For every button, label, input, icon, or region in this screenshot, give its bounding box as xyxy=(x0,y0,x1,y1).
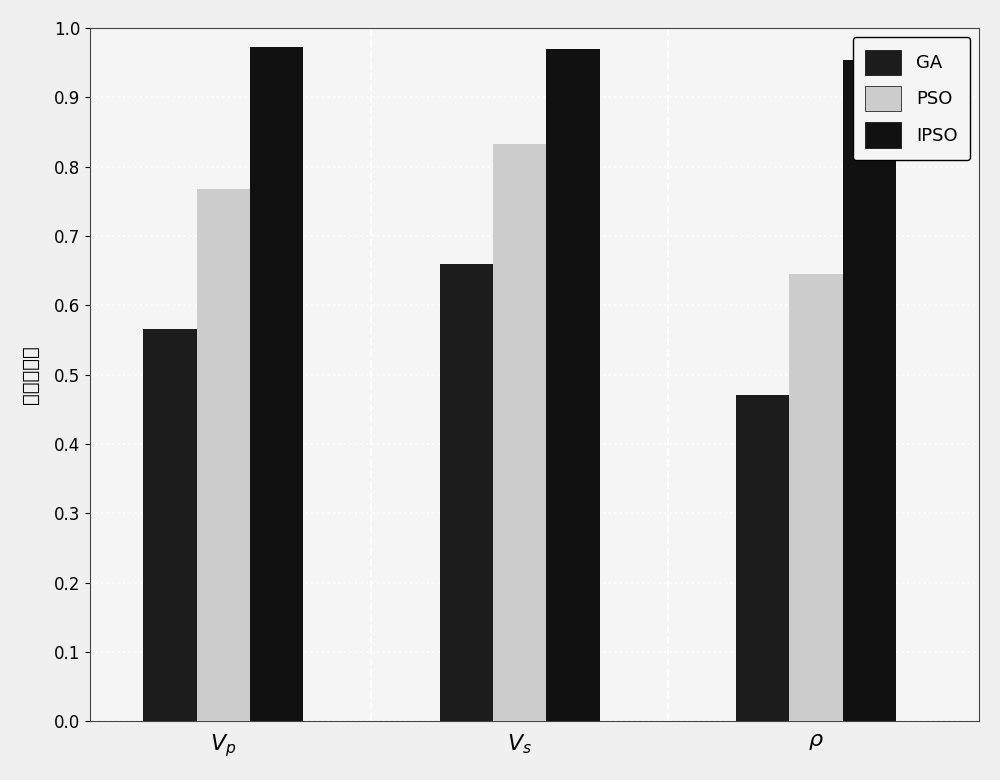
Legend: GA, PSO, IPSO: GA, PSO, IPSO xyxy=(853,37,970,161)
Bar xyxy=(789,274,843,722)
Bar xyxy=(250,48,303,722)
Bar xyxy=(493,144,546,722)
Bar xyxy=(197,189,250,722)
Bar xyxy=(440,264,493,722)
Bar xyxy=(143,329,197,722)
Bar xyxy=(736,395,789,722)
Bar xyxy=(546,48,600,722)
Bar xyxy=(843,60,896,722)
Y-axis label: 相关系数値: 相关系数値 xyxy=(21,346,40,404)
